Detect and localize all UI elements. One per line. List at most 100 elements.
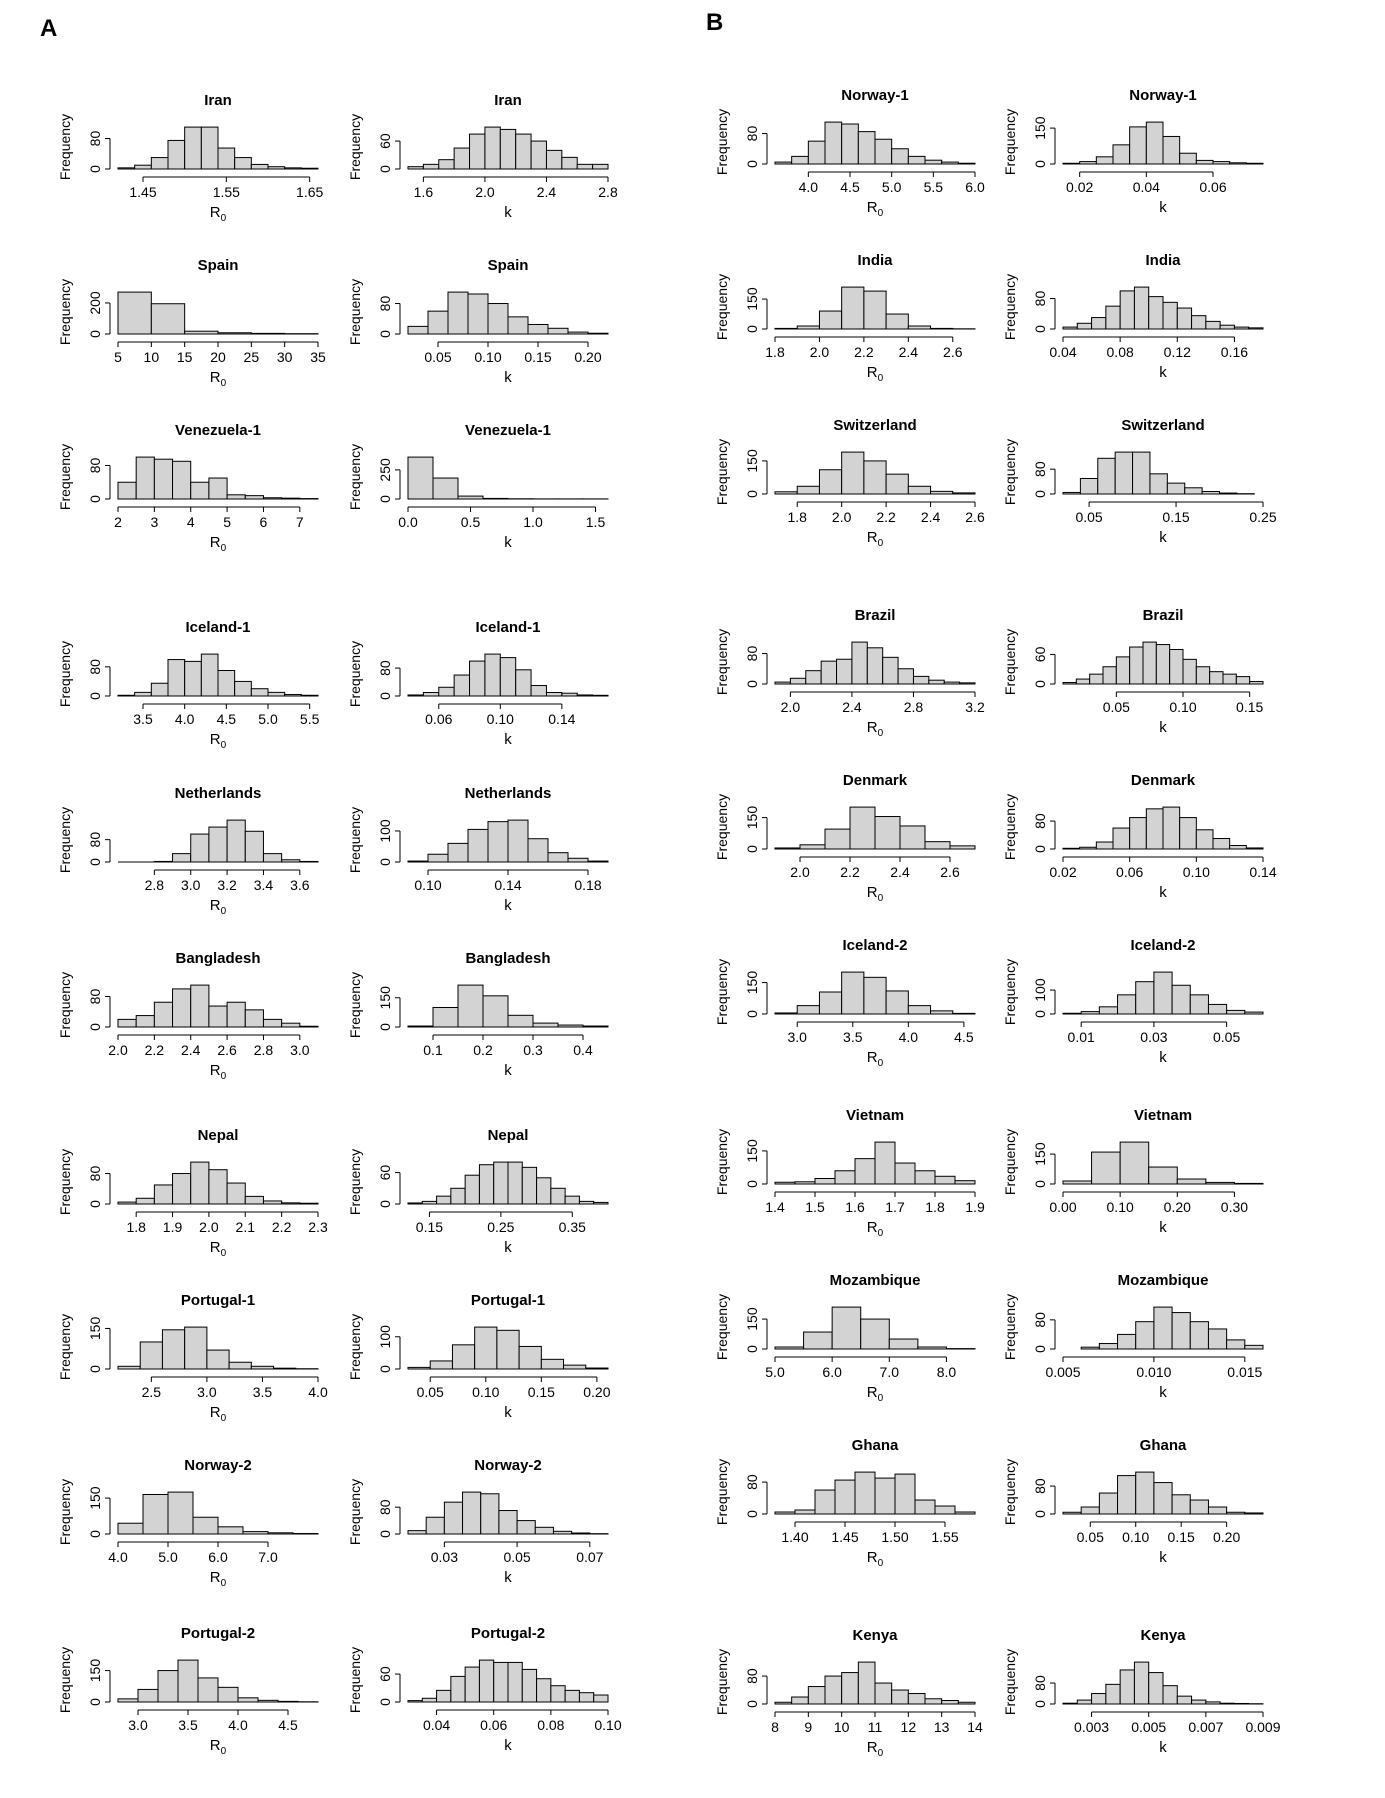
y-tick-label: 0 [87,1023,103,1031]
chart-title: Denmark [843,772,908,789]
x-tick-label: 7.0 [880,1364,900,1380]
histogram-bar [592,163,609,170]
histogram-bar [493,1661,509,1703]
histogram-bar [849,806,876,850]
histogram-bar [1179,152,1197,165]
x-tick-label: 2.0 [781,699,801,715]
histogram-bar [924,1698,943,1705]
x-tick-label: 2.2 [876,509,896,525]
x-axis-label: R0 [867,719,884,739]
y-axis-label: Frequency [347,1647,363,1713]
chart-title: Portugal-1 [471,1292,545,1309]
x-tick-label: 1.7 [885,1199,905,1215]
y-tick-label: 80 [744,126,760,142]
x-tick-label: 0.10 [1107,1199,1134,1215]
y-axis-label: Frequency [57,1647,73,1713]
x-tick-label: 4.0 [308,1384,328,1400]
histogram-bar [907,1693,926,1705]
y-axis-label: Frequency [347,1149,363,1215]
histogram-bar [507,819,529,863]
histogram-bar [425,1516,445,1535]
x-tick-label: 0.15 [528,1384,555,1400]
x-tick-label: 0.25 [1249,509,1276,525]
y-tick-label: 80 [87,832,103,848]
x-axis-label-r: R [210,731,221,748]
histogram-bar [453,674,471,697]
y-tick-label: 0 [744,680,760,688]
histogram-bar [208,1169,228,1205]
x-axis-label: R0 [867,1739,884,1759]
y-tick-label: 80 [1032,461,1048,477]
x-tick-label: 1.9 [163,1219,183,1235]
y-axis-label: Frequency [57,1479,73,1545]
histogram-bar [117,1522,144,1535]
histogram-bar [1129,126,1147,165]
x-tick-label: 2.8 [254,1042,274,1058]
chart-title: Kenya [852,1627,898,1644]
x-tick-label: 0.07 [576,1549,603,1565]
x-axis-label: k [504,1062,512,1079]
x-tick-label: 1.0 [523,514,543,530]
x-tick-label: 0.30 [1221,1199,1248,1215]
x-tick-label: 5 [114,349,122,365]
histogram-bar [137,1688,159,1703]
x-tick-label: 13 [934,1719,950,1735]
x-axis-label-subscript: 0 [878,373,884,384]
x-tick-label: 0.20 [574,349,601,365]
y-tick-label: 100 [377,1325,393,1349]
histogram-10: Netherlands 0.10 0.14 0.18 k 0 100 Frequency [347,785,609,914]
x-tick-label: 7.0 [258,1549,278,1565]
histogram-bar [208,477,228,500]
x-tick-label: 4.0 [108,1549,128,1565]
x-axis-label-r: R [867,199,878,216]
histogram-bar [450,1187,466,1205]
x-axis-label-r: R [210,369,221,386]
histogram-bar [190,481,210,500]
x-tick-label: 14 [967,1719,983,1735]
histogram-bar [547,327,569,335]
histogram-bar [593,1694,609,1703]
histogram-bar [924,159,943,165]
histogram-bar [836,658,853,685]
x-axis-label: R0 [210,1404,227,1424]
x-tick-label: 0.18 [574,877,601,893]
histogram-bar [874,138,893,165]
y-tick-label: 0 [744,325,760,333]
x-tick-label: 3.0 [181,877,201,893]
histogram-bar [250,163,269,170]
y-axis-label: Frequency [714,274,730,340]
histogram-bar [438,159,455,170]
histogram-bar [1135,1471,1155,1515]
x-tick-label: 0.15 [1236,699,1263,715]
x-tick-label: 4.0 [175,711,195,727]
histogram-bar [885,473,909,495]
histogram-bar [578,1692,595,1703]
chart-title: Netherlands [175,785,262,802]
x-tick-label: 0.3 [523,1042,543,1058]
x-tick-label: 3.2 [217,877,237,893]
histogram-bar [1195,159,1214,165]
histogram-bar [1112,144,1131,165]
histogram-bar [807,140,826,165]
y-axis-label: Frequency [57,972,73,1038]
histogram-bar [874,816,901,850]
y-axis-label: Frequency [1002,274,1018,340]
x-tick-label: 4.0 [799,179,819,195]
x-axis-label-r: R [210,897,221,914]
y-tick-label: 0 [1032,1510,1048,1518]
y-axis-label: Frequency [347,444,363,510]
histogram-bar [1212,838,1231,850]
histogram-bar [1129,646,1144,685]
chart-title: Venezuela-1 [465,422,551,439]
x-tick-label: 0.00 [1049,1199,1076,1215]
x-tick-label: 0.05 [1075,509,1102,525]
histogram-bar [1219,324,1235,330]
x-axis-label: R0 [867,884,884,904]
x-axis-label-subscript: 0 [221,740,227,751]
x-tick-label: 2.8 [904,699,924,715]
histogram-bar [150,303,186,335]
histogram-bar [805,670,822,685]
